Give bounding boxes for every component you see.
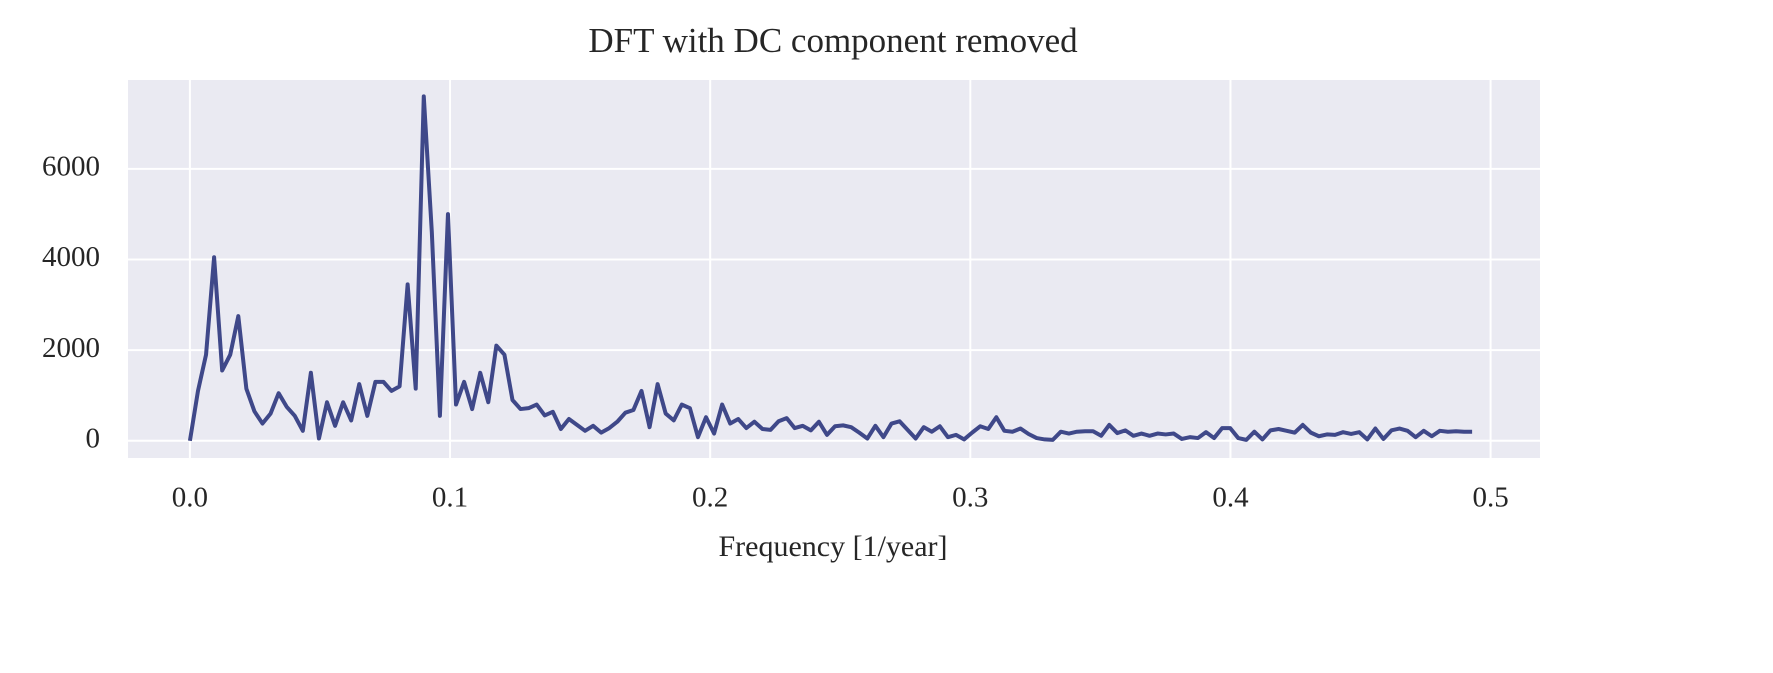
chart-title: DFT with DC component removed [588, 21, 1078, 60]
x-tick-label: 0.4 [1212, 482, 1249, 514]
x-tick-label: 0.3 [952, 482, 988, 514]
data-line [187, 94, 1473, 442]
x-tick-label: 0.0 [172, 482, 208, 514]
x-tick-label: 0.2 [692, 482, 728, 514]
y-tick-label: 6000 [42, 150, 100, 182]
x-axis-label: Frequency [1/year] [718, 530, 947, 563]
y-tick-label: 2000 [42, 332, 100, 364]
x-tick-label: 0.1 [432, 482, 468, 514]
x-tick-label: 0.5 [1472, 482, 1508, 514]
plot-area [128, 80, 1540, 458]
y-tick-label: 0 [86, 422, 101, 454]
y-tick-label: 4000 [42, 241, 100, 273]
